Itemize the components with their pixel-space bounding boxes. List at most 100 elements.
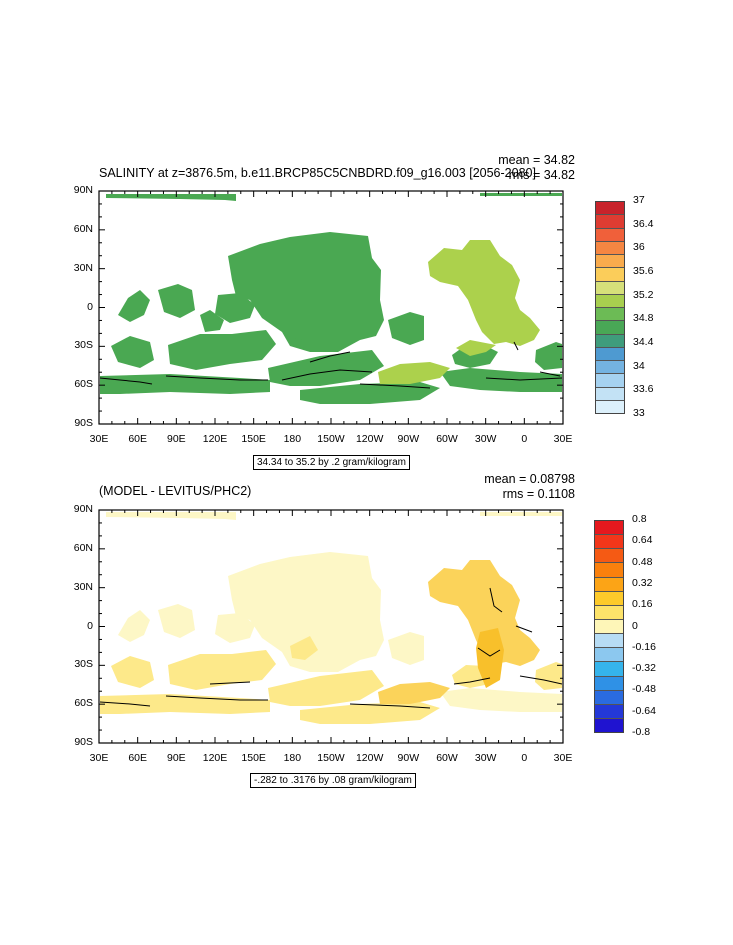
top-mean: mean = 34.82 (498, 153, 575, 167)
colorbar-label: 0.48 (632, 555, 653, 568)
colorbar-swatch (596, 308, 624, 322)
colorbar-swatch (595, 704, 623, 719)
colorbar-label: 36.4 (633, 217, 654, 230)
colorbar-swatch (595, 634, 623, 649)
top-lon-label: 90E (166, 433, 186, 445)
bottom-lon-label: 90E (166, 752, 186, 764)
top-lon-label: 120W (355, 433, 384, 445)
colorbar-swatch (596, 268, 624, 282)
colorbar-swatch (596, 321, 624, 335)
top-lat-label: 30N (73, 261, 93, 274)
top-lon-label: 150E (241, 433, 266, 445)
bottom-rms: rms = 0.1108 (502, 487, 575, 501)
bottom-lat-label: 60N (73, 541, 93, 554)
bottom-lon-label: 30E (89, 752, 109, 764)
colorbar-swatch (595, 535, 623, 550)
colorbar-swatch (596, 400, 624, 413)
bottom-lon-label: 120W (355, 752, 384, 764)
top-title: SALINITY at z=3876.5m, b.e11.BRCP85C5CNB… (99, 166, 536, 180)
colorbar-swatch (596, 334, 624, 348)
colorbar-label: 34 (633, 359, 645, 372)
colorbar-swatch (595, 577, 623, 592)
colorbar-swatch (596, 294, 624, 308)
colorbar-swatch (595, 591, 623, 606)
colorbar-swatch (596, 228, 624, 242)
top-lat-label: 90N (73, 184, 93, 196)
colorbar-label: 0 (632, 619, 638, 632)
colorbar-label: 0.8 (632, 513, 647, 525)
bottom-lat-label: 90S (74, 736, 93, 748)
colorbar-label: 0.16 (632, 598, 653, 611)
colorbar-label: 35.2 (633, 288, 654, 301)
top-lat-label: 60S (74, 378, 93, 391)
colorbar-label: 35.6 (633, 265, 654, 277)
bottom-lon-label: 30E (553, 752, 573, 764)
top-lon-label: 30E (89, 433, 109, 445)
colorbar-swatch (595, 718, 623, 733)
colorbar-swatch (596, 387, 624, 401)
colorbar-swatch (596, 255, 624, 269)
colorbar-label: 0.64 (632, 534, 653, 547)
bottom-lon-label: 90W (397, 752, 420, 764)
bottom-lat-label: 30N (73, 580, 93, 593)
colorbar-swatch (595, 676, 623, 691)
bottom-lon-label: 0 (521, 752, 528, 764)
bottom-contour-info: -.282 to .3176 by .08 gram/kilogram (250, 773, 416, 788)
top-lon-label: 90W (397, 433, 420, 445)
colorbar-label: 0.32 (632, 576, 653, 589)
top-lon-label: 60W (436, 433, 458, 445)
top-lat-label: 60N (73, 222, 93, 235)
colorbar-swatch (595, 619, 623, 635)
top-lon-label: 60E (128, 433, 147, 445)
bottom-lat-label: 90N (73, 503, 93, 515)
bottom-lat-label: 60S (74, 697, 93, 710)
colorbar-label: 37 (633, 194, 645, 206)
top-contour-info: 34.34 to 35.2 by .2 gram/kilogram (253, 455, 410, 470)
bottom-contours (99, 587, 563, 709)
colorbar-label: -0.32 (632, 662, 656, 675)
bottom-strong-field (476, 628, 504, 688)
top-contours (99, 341, 563, 389)
colorbar-swatch (595, 521, 623, 536)
colorbar-label: -0.64 (632, 704, 656, 717)
top-colorbar: 37 36.4 36 35.6 35.2 34.8 34.4 34 33.6 33 (595, 194, 665, 419)
bottom-lon-label: 60W (436, 752, 458, 764)
top-atlantic-field (378, 240, 540, 384)
top-lon-label: 180 (283, 433, 302, 445)
top-lon-label: 0 (521, 433, 528, 445)
bottom-lat-label: 0 (87, 619, 93, 632)
bottom-lon-label: 150W (317, 752, 345, 764)
top-lon-label: 150W (317, 433, 345, 445)
colorbar-swatch (596, 202, 624, 216)
top-lat-label: 30S (74, 339, 93, 352)
top-lon-label: 30E (553, 433, 573, 445)
bottom-colorbar: 0.8 0.64 0.48 0.32 0.16 0 -0.16 -0.32 -0.48 -0.64… (594, 513, 664, 738)
colorbar-label: 34.8 (633, 312, 654, 325)
colorbar-swatch (595, 605, 623, 620)
colorbar-label: 33 (633, 407, 645, 419)
colorbar-label: -0.8 (632, 726, 651, 738)
colorbar-swatch (596, 215, 624, 229)
bottom-title: (MODEL - LEVITUS/PHC2) (99, 484, 252, 498)
colorbar-swatch (596, 347, 624, 361)
colorbar-label: -0.16 (632, 640, 656, 653)
colorbar-swatch (595, 563, 623, 578)
bottom-mid-field (378, 560, 540, 704)
colorbar-swatch (596, 241, 624, 255)
bottom-lon-label: 180 (283, 752, 302, 764)
bottom-lon-label: 120E (202, 752, 228, 764)
bottom-pale-field (106, 512, 562, 712)
colorbar-label: -0.48 (632, 683, 656, 696)
colorbar-swatch (595, 549, 623, 564)
top-lon-label: 120E (202, 433, 228, 445)
top-lat-label: 0 (87, 300, 93, 313)
top-salinity-field (100, 193, 562, 404)
bottom-lat-label: 30S (74, 658, 93, 671)
top-rms: rms = 34.82 (508, 168, 575, 182)
bottom-lon-label: 30W (474, 752, 497, 764)
bottom-lon-label: 150E (241, 752, 266, 764)
bottom-lon-label: 60E (128, 752, 147, 764)
top-lat-label: 90S (74, 417, 93, 429)
